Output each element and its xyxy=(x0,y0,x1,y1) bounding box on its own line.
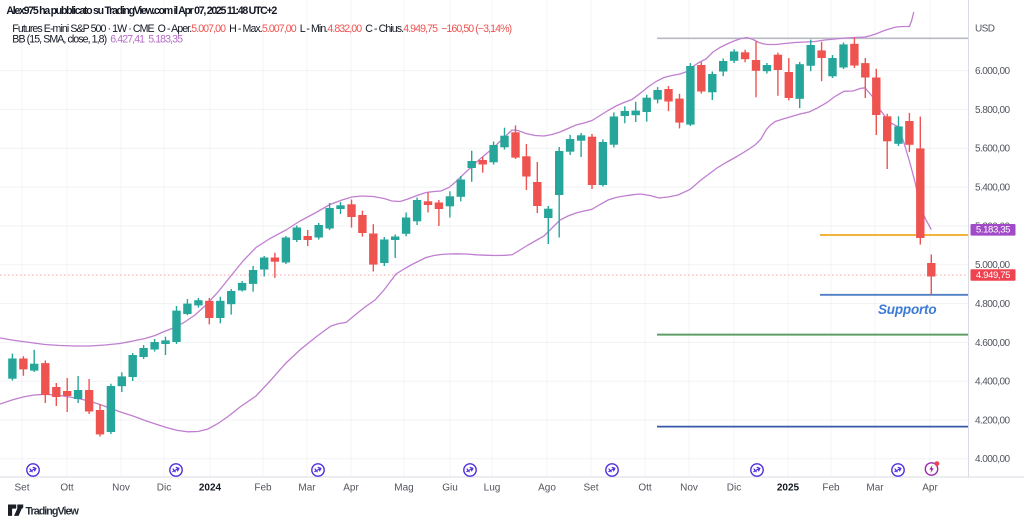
svg-text:5.400,00: 5.400,00 xyxy=(975,183,1011,194)
svg-text:Mag: Mag xyxy=(394,483,413,494)
svg-text:Feb: Feb xyxy=(822,483,840,494)
svg-text:Nov: Nov xyxy=(112,483,130,494)
svg-text:Giu: Giu xyxy=(442,483,458,494)
svg-text:5.800,00: 5.800,00 xyxy=(975,105,1011,116)
svg-text:2024: 2024 xyxy=(199,483,222,494)
svg-text:Mar: Mar xyxy=(866,483,884,494)
svg-text:Dic: Dic xyxy=(157,483,171,494)
svg-text:Ott: Ott xyxy=(638,483,652,494)
svg-text:BB (15, SMA, close, 1,8) 6.42: BB (15, SMA, close, 1,8) 6.427,41 5.183,… xyxy=(12,33,183,45)
svg-text:Apr: Apr xyxy=(922,483,938,494)
svg-text:Set: Set xyxy=(14,483,29,494)
svg-text:Nov: Nov xyxy=(680,483,698,494)
svg-text:5.600,00: 5.600,00 xyxy=(975,144,1011,155)
svg-text:Alex975 ha pubblicato su Tradi: Alex975 ha pubblicato su TradingView.com… xyxy=(6,5,277,17)
svg-text:6.000,00: 6.000,00 xyxy=(975,66,1011,77)
svg-text:Apr: Apr xyxy=(343,483,359,494)
svg-text:4.800,00: 4.800,00 xyxy=(975,299,1011,310)
svg-text:Lug: Lug xyxy=(484,483,501,494)
svg-text:4.600,00: 4.600,00 xyxy=(975,338,1011,349)
svg-text:Supporto: Supporto xyxy=(878,302,936,317)
svg-text:TradingView: TradingView xyxy=(26,505,80,517)
svg-text:Dic: Dic xyxy=(727,483,741,494)
svg-text:4.949,75: 4.949,75 xyxy=(976,270,1010,281)
svg-text:Set: Set xyxy=(583,483,598,494)
svg-text:Futures E-mini S&P 500 · 1W ·: Futures E-mini S&P 500 · 1W · CME O - Ap… xyxy=(12,23,511,35)
svg-text:4.200,00: 4.200,00 xyxy=(975,415,1011,426)
svg-text:Ott: Ott xyxy=(60,483,74,494)
svg-text:5.000,00: 5.000,00 xyxy=(975,260,1011,271)
svg-text:5.183,35: 5.183,35 xyxy=(976,225,1010,236)
svg-text:Mar: Mar xyxy=(298,483,316,494)
svg-text:2025: 2025 xyxy=(777,483,800,494)
svg-text:4.000,00: 4.000,00 xyxy=(975,454,1011,465)
svg-text:USD: USD xyxy=(975,23,995,34)
svg-text:Ago: Ago xyxy=(538,483,556,494)
svg-text:Feb: Feb xyxy=(254,483,272,494)
svg-text:4.400,00: 4.400,00 xyxy=(975,377,1011,388)
